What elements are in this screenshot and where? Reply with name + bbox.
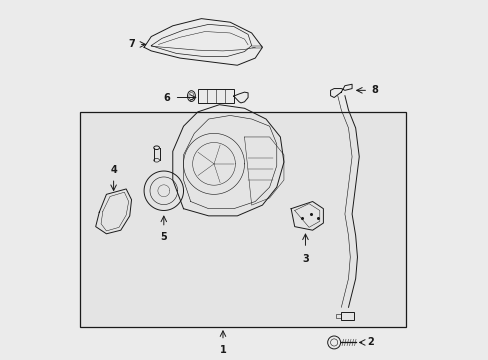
Bar	[198, 89, 233, 103]
Text: 4: 4	[110, 165, 117, 175]
Bar	[335, 314, 341, 318]
Bar	[80, 112, 405, 327]
Text: 8: 8	[371, 85, 378, 95]
Text: 2: 2	[366, 337, 373, 347]
Text: 5: 5	[160, 232, 167, 242]
Bar	[341, 312, 353, 320]
Text: 6: 6	[163, 93, 169, 103]
Text: 7: 7	[128, 40, 135, 49]
Text: 3: 3	[302, 253, 308, 264]
Text: 1: 1	[219, 345, 226, 355]
